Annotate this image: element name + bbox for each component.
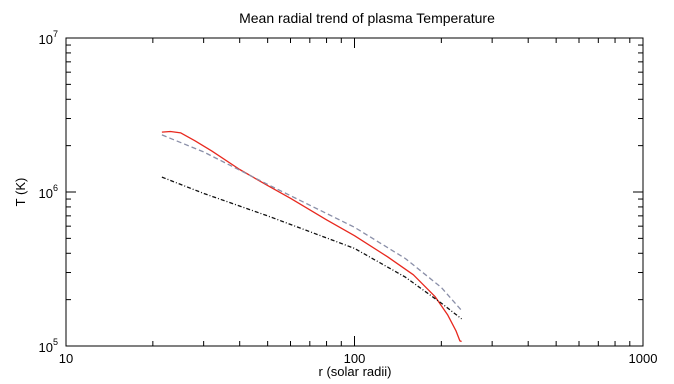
chart-title: Mean radial trend of plasma Temperature [239, 10, 495, 26]
y-tick-label: 106 [39, 183, 58, 201]
series-line-2 [161, 134, 463, 311]
series-line-3 [161, 176, 462, 320]
x-tick-label: 100 [344, 351, 366, 366]
axis-ticks: 10 100 1000 105 106 107 [39, 29, 658, 366]
x-tick-label: 10 [59, 351, 73, 366]
x-axis-label: r (solar radii) [319, 364, 392, 379]
y-axis-label: T (K) [13, 178, 28, 207]
y-tick-label: 105 [39, 337, 58, 355]
plot-frame [65, 37, 644, 347]
x-tick-label: 1000 [629, 351, 658, 366]
series-line-1 [161, 130, 462, 343]
y-tick-label: 107 [39, 29, 58, 47]
series-group [161, 130, 463, 343]
